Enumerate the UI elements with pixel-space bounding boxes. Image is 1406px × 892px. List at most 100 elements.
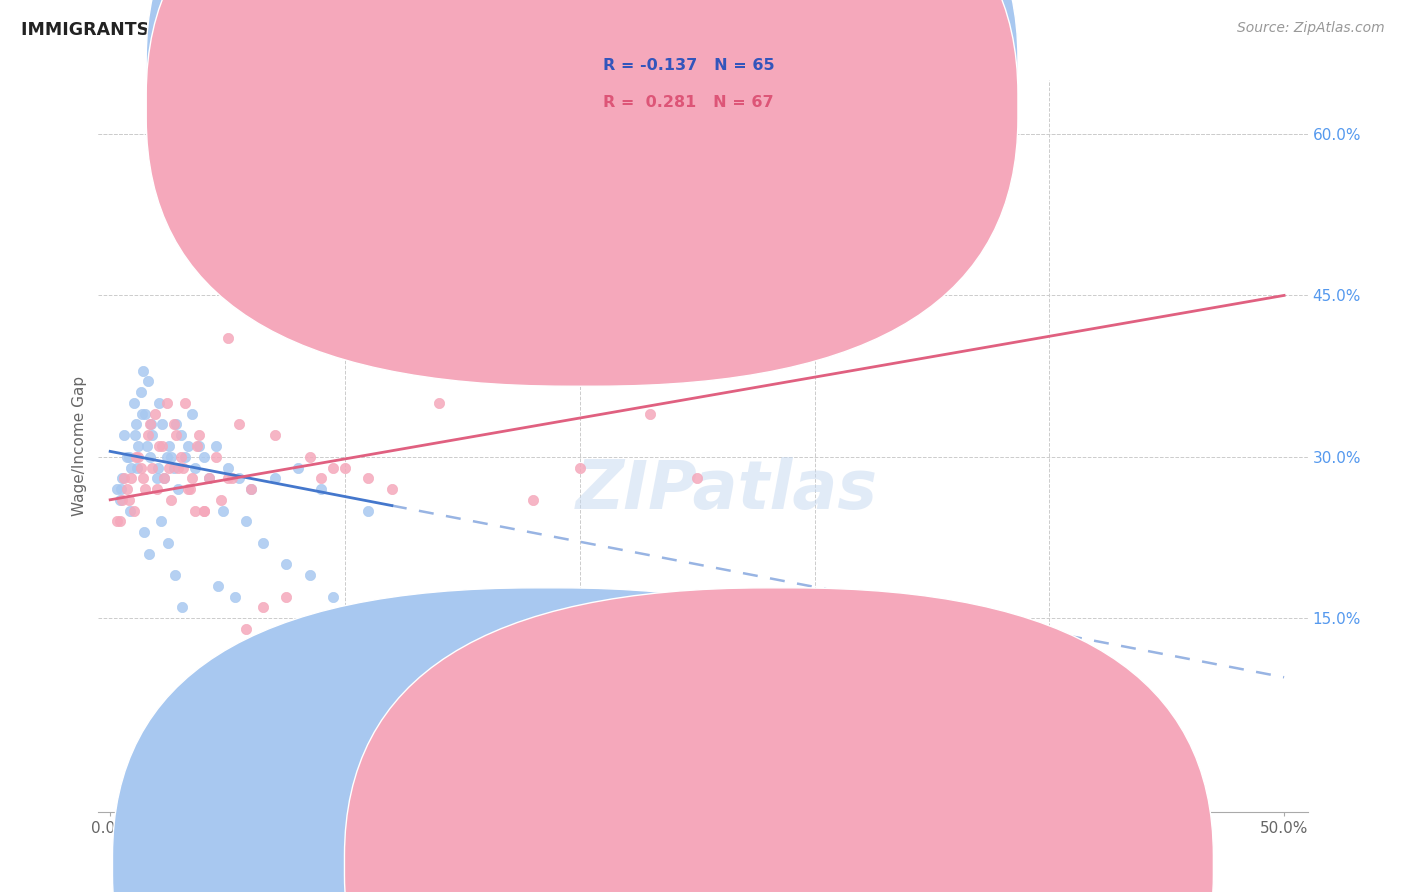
Point — [179, 482, 201, 496]
Point — [135, 439, 157, 453]
Text: Hondurans: Hondurans — [797, 859, 880, 873]
Point — [110, 482, 132, 496]
Point — [134, 407, 156, 421]
Point — [129, 385, 152, 400]
Point — [616, 686, 638, 700]
Text: IMMIGRANTS FROM PAKISTAN VS HONDURAN WAGE/INCOME GAP CORRELATION CHART: IMMIGRANTS FROM PAKISTAN VS HONDURAN WAG… — [21, 21, 876, 38]
Point — [163, 568, 186, 582]
Point — [172, 460, 194, 475]
Point — [188, 428, 211, 442]
Point — [167, 460, 190, 475]
Point — [141, 428, 163, 442]
Text: Source: ZipAtlas.com: Source: ZipAtlas.com — [1237, 21, 1385, 35]
Point — [357, 471, 380, 485]
Point — [276, 558, 298, 572]
Point — [193, 503, 215, 517]
Point — [148, 439, 170, 453]
Point — [546, 665, 568, 679]
Point — [127, 460, 149, 475]
Point — [138, 547, 160, 561]
Point — [240, 482, 263, 496]
Point — [108, 492, 131, 507]
Point — [451, 611, 474, 625]
Point — [252, 600, 274, 615]
Point — [235, 622, 257, 636]
Point — [568, 460, 591, 475]
Point — [240, 482, 263, 496]
Point — [217, 331, 239, 345]
Y-axis label: Wage/Income Gap: Wage/Income Gap — [72, 376, 87, 516]
Point — [141, 460, 163, 475]
Point — [131, 407, 153, 421]
Point — [129, 460, 152, 475]
Point — [188, 439, 211, 453]
Point — [125, 417, 148, 432]
Point — [252, 536, 274, 550]
Point — [176, 439, 198, 453]
Point — [153, 471, 176, 485]
Point — [141, 417, 163, 432]
Point — [162, 460, 184, 475]
Point — [157, 460, 180, 475]
Point — [115, 450, 138, 464]
Point — [155, 396, 177, 410]
Point — [134, 482, 156, 496]
Point — [132, 364, 155, 378]
Point — [120, 460, 142, 475]
Point — [124, 428, 146, 442]
Point — [193, 503, 215, 517]
Point — [333, 460, 356, 475]
Point — [153, 471, 176, 485]
Point — [139, 417, 162, 432]
Point — [115, 482, 138, 496]
Point — [120, 503, 142, 517]
Point — [224, 590, 246, 604]
Point — [127, 450, 149, 464]
Point — [346, 611, 368, 625]
Point — [298, 568, 321, 582]
Point — [197, 471, 219, 485]
Point — [155, 450, 177, 464]
Point — [160, 492, 183, 507]
Point — [186, 439, 208, 453]
Point — [357, 503, 380, 517]
Point — [156, 536, 179, 550]
Point — [207, 579, 229, 593]
Point — [228, 417, 250, 432]
Point — [176, 482, 198, 496]
Point — [209, 492, 232, 507]
Point — [287, 622, 309, 636]
Point — [183, 503, 205, 517]
Point — [157, 439, 180, 453]
Point — [167, 482, 190, 496]
Point — [134, 524, 156, 539]
Text: ZIPatlas: ZIPatlas — [576, 457, 879, 523]
Point — [322, 590, 344, 604]
Point — [427, 396, 450, 410]
Point — [263, 471, 285, 485]
Point — [169, 428, 191, 442]
Point — [120, 471, 142, 485]
Point — [122, 396, 145, 410]
Point — [165, 428, 187, 442]
Point — [105, 482, 128, 496]
Point — [118, 450, 141, 464]
Point — [276, 590, 298, 604]
Point — [162, 417, 184, 432]
Point — [118, 492, 141, 507]
Point — [139, 450, 162, 464]
Point — [475, 611, 498, 625]
Point — [149, 514, 172, 528]
Point — [181, 471, 204, 485]
Point — [165, 417, 187, 432]
Point — [204, 450, 226, 464]
Point — [150, 439, 173, 453]
Point — [112, 428, 135, 442]
Point — [217, 471, 239, 485]
Point — [148, 396, 170, 410]
Point — [170, 600, 193, 615]
Point — [204, 439, 226, 453]
Point — [197, 471, 219, 485]
Point — [111, 471, 134, 485]
Text: Immigrants from Pakistan: Immigrants from Pakistan — [565, 859, 762, 873]
